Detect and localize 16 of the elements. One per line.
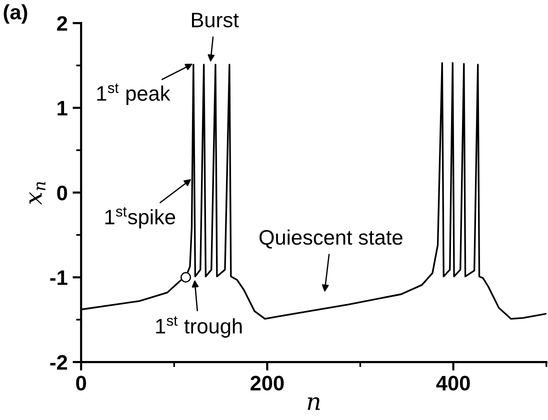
y-tick-label: 2 xyxy=(57,16,68,31)
y-axis-title: x$_{n}$ xyxy=(29,182,46,205)
x-tick-label: 200 xyxy=(250,376,284,391)
y-tick-label: -1 xyxy=(50,270,68,285)
annotation: 1$^{st}$ trough xyxy=(156,316,242,338)
annotation: 1$^{st}$ peak xyxy=(97,83,170,105)
y-tick-label: 0 xyxy=(57,186,68,200)
y-tick-label: 1 xyxy=(58,101,68,116)
annotation: Quiescent state xyxy=(260,230,402,249)
x-tick-label: 400 xyxy=(436,376,470,391)
x-tick-label: 0 xyxy=(76,376,86,391)
x-axis-title: n xyxy=(308,397,320,410)
annotation: Burst xyxy=(192,12,239,28)
annotation: 1$^{st}$spike xyxy=(105,207,176,229)
y-tick-label: -2 xyxy=(50,355,68,370)
chart-title: (a) xyxy=(4,4,28,24)
